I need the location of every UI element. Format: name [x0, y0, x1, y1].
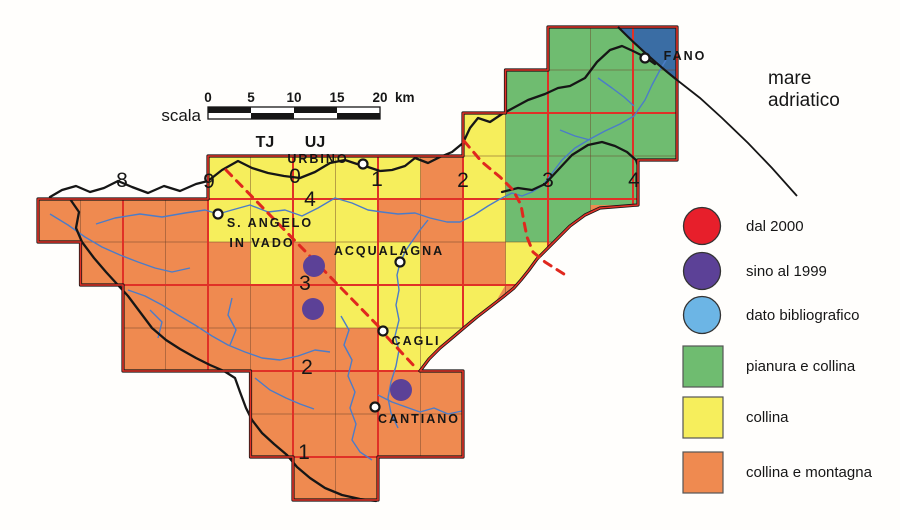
- river-stream-1: [49, 213, 191, 273]
- town-fano-dot: [639, 52, 651, 64]
- easting-label-0: 0: [289, 165, 301, 188]
- zone-fills: [38, 27, 677, 500]
- scale-tick-20: 20: [372, 90, 387, 105]
- legend-label-dal-2000: dal 2000: [746, 218, 804, 235]
- record-dot: [303, 255, 325, 277]
- legend-swatch-biblio: [682, 295, 722, 335]
- town-acqualagna-dot: [394, 256, 406, 268]
- scale-tick-5: 5: [247, 90, 255, 105]
- record-dots: [302, 255, 412, 401]
- legend-label-pianura-collina: pianura e collina: [746, 358, 856, 375]
- legend-label-collina: collina: [746, 409, 789, 426]
- grid-numbers: 8 9 0 1 2 3 4 4 3 2 1: [116, 165, 640, 464]
- border-north-wavy: [48, 44, 657, 199]
- zone-hill-east: [505, 242, 548, 285]
- border-southwest-wavy: [68, 197, 378, 503]
- legend-label-biblio: dato bibliografico: [746, 307, 859, 324]
- legend-label-sino-1999: sino al 1999: [746, 263, 827, 280]
- river-metauro: [95, 59, 667, 225]
- legend-swatch-dal-2000: [682, 206, 722, 246]
- scale-tick-15: 15: [329, 90, 345, 105]
- scale-caption: scala: [161, 106, 201, 125]
- easting-label-2: 2: [457, 169, 469, 192]
- northing-label-2: 2: [301, 356, 313, 379]
- town-acqualagna-label: ACQUALAGNA: [334, 244, 444, 258]
- scale-seg: [294, 107, 337, 113]
- river-stream-3: [227, 297, 237, 346]
- legend-swatch-collina: [682, 396, 724, 439]
- scale-tick-10: 10: [286, 90, 301, 105]
- sea-label-line2: adriatico: [768, 90, 840, 111]
- northing-label-3: 3: [299, 272, 311, 295]
- river-stream-8: [597, 77, 635, 107]
- sea-label-line1: mare: [768, 68, 811, 89]
- town-cagli-dot: [377, 325, 389, 337]
- scale-seg: [251, 107, 294, 113]
- legend-swatch-sino-1999: [682, 251, 722, 291]
- easting-label-9: 9: [203, 170, 215, 193]
- easting-label-1: 1: [371, 168, 383, 191]
- record-dot: [302, 298, 324, 320]
- scale-seg: [294, 113, 337, 119]
- northing-label-4: 4: [304, 188, 316, 211]
- town-santangelo-label-line1: S. ANGELO: [227, 216, 313, 230]
- zone-label-uj: UJ: [305, 134, 325, 151]
- zone-label-tj: TJ: [256, 134, 275, 151]
- town-cantiano-label: CANTIANO: [378, 412, 460, 426]
- rivers: [49, 59, 667, 461]
- scale-bar: scala 0 5 10 15 20 km: [161, 90, 414, 125]
- river-stream-6: [254, 377, 315, 410]
- scale-seg: [337, 113, 380, 119]
- map-outline-red: [37, 26, 678, 501]
- sea-label: mare adriatico: [768, 68, 840, 111]
- coastline-south: [676, 79, 798, 197]
- scale-seg: [208, 113, 251, 119]
- scale-tick-0: 0: [204, 90, 212, 105]
- dashed-boundary: [224, 139, 569, 370]
- river-stream-5: [377, 394, 463, 415]
- towns: URBINO S. ANGELO IN VADO ACQUALAGNA CAGL…: [212, 49, 707, 426]
- legend-swatch-pianura-collina: [682, 345, 724, 388]
- dashed-segment-east: [462, 139, 569, 278]
- dashed-segment-west: [224, 168, 385, 333]
- scale-seg: [251, 113, 294, 119]
- river-candigliano: [387, 219, 429, 429]
- zone-hill-urbino: [208, 156, 421, 285]
- zone-hill-column: [463, 113, 506, 242]
- easting-label-4: 4: [628, 169, 640, 192]
- dashed-segment-cagli: [385, 335, 418, 370]
- scale-seg: [337, 107, 380, 113]
- scale-frame: [207, 106, 381, 120]
- town-santangelo-label-line2: IN VADO: [229, 236, 294, 250]
- scale-seg: [208, 107, 251, 113]
- legend-label-collina-montagna: collina e montagna: [746, 464, 873, 481]
- river-burano: [340, 315, 373, 461]
- town-santangelo-dot: [212, 208, 224, 220]
- town-urbino-dot: [357, 158, 369, 170]
- river-stream-4: [149, 309, 163, 339]
- legend-swatch-collina-montagna: [682, 451, 724, 494]
- town-cagli-label: CAGLI: [392, 334, 441, 348]
- border-green-inner-wavy: [500, 140, 640, 194]
- easting-label-8: 8: [116, 169, 128, 192]
- legend: dal 2000 sino al 1999 dato bibliografico…: [682, 206, 873, 494]
- river-stream-7: [559, 129, 591, 141]
- easting-label-3: 3: [542, 169, 554, 192]
- geographic-border: [48, 44, 657, 503]
- northing-label-1: 1: [298, 441, 310, 464]
- scale-unit: km: [395, 90, 415, 105]
- town-urbino-label: URBINO: [287, 152, 348, 166]
- town-fano-label: FANO: [664, 49, 707, 63]
- town-cantiano-dot: [369, 401, 381, 413]
- record-dot: [390, 379, 412, 401]
- river-stream-2: [127, 289, 331, 361]
